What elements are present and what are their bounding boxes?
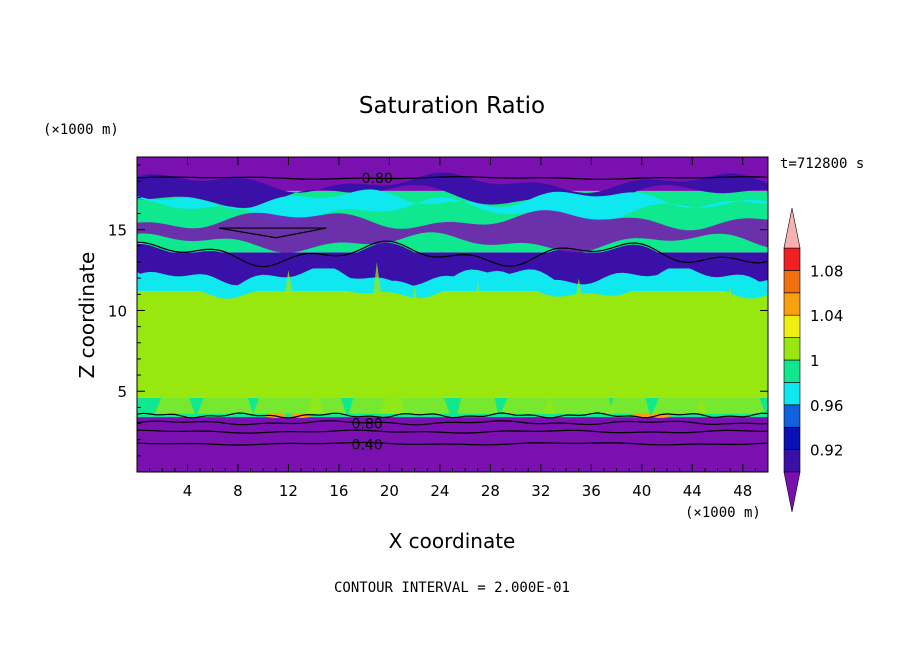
colorbar-label-1: 0.96 (810, 397, 843, 415)
chart-title: Saturation Ratio (359, 93, 545, 119)
contour-line-0.80-lower (137, 420, 768, 426)
colorbar-label-2: 1 (810, 352, 820, 370)
contour-line-base (137, 412, 768, 419)
convective-plume-9 (609, 294, 650, 414)
y-unit-label: (×1000 m) (43, 122, 119, 138)
colorbar-segment-3 (783, 382, 801, 406)
cyan-layer-upper (137, 189, 768, 224)
y-axis-label: Z coordinate (75, 252, 99, 379)
contour-line-mid-layer (137, 240, 768, 268)
x-tick-label-20: 20 (380, 482, 399, 500)
colorbar-over-triangle (783, 207, 801, 249)
colorbar-segment-9 (783, 247, 801, 271)
saturation-field (137, 157, 768, 472)
convective-plume-6 (457, 278, 498, 414)
colorbar-segment-6 (783, 314, 801, 338)
colorbar: 0.92 0.96 1 1.04 1.08 (783, 207, 843, 513)
colorbar-segment-1 (783, 426, 801, 450)
colorbar-under-triangle (783, 471, 801, 513)
convective-plume-3 (306, 326, 347, 414)
x-tick-label-8: 8 (233, 482, 243, 500)
convective-plume-5 (379, 286, 450, 414)
colorbar-segment-5 (783, 337, 801, 361)
colorbar-label-0: 0.92 (810, 442, 843, 460)
convective-plume-8 (543, 278, 614, 414)
colorbar-segment-0 (783, 449, 801, 473)
convective-plume-11 (694, 286, 766, 414)
dry-layer-15km (137, 210, 768, 253)
convective-plume-7 (500, 310, 556, 414)
y-tick-label-5: 5 (117, 383, 127, 401)
colorbar-segment-7 (783, 292, 801, 316)
x-axis: 4 8 12 16 20 24 28 32 36 40 44 48 (149, 157, 756, 500)
x-tick-label-36: 36 (582, 482, 601, 500)
x-unit-label: (×1000 m) (685, 505, 761, 521)
contour-labels: 0.80 0.80 0.40 (352, 171, 393, 454)
x-tick-label-4: 4 (183, 482, 193, 500)
x-tick-label-16: 16 (329, 482, 348, 500)
x-tick-label-44: 44 (683, 482, 702, 500)
x-tick-label-32: 32 (531, 482, 550, 500)
x-tick-label-12: 12 (279, 482, 298, 500)
contour-label-2: 0.40 (352, 438, 383, 454)
convective-plume-2 (253, 270, 324, 414)
y-axis: 5 10 15 (108, 164, 768, 457)
x-tick-label-28: 28 (481, 482, 500, 500)
time-label: t=712800 s (780, 156, 864, 172)
x-tick-label-40: 40 (632, 482, 651, 500)
x-tick-label-48: 48 (733, 482, 752, 500)
contour-line-0.80-upper (137, 176, 768, 180)
contour-label-1: 0.80 (352, 417, 383, 433)
colorbar-label-3: 1.04 (810, 307, 843, 325)
colorbar-segment-2 (783, 404, 801, 428)
contour-lines (137, 176, 768, 446)
contour-line-0.60 (137, 429, 768, 434)
x-axis-label: X coordinate (389, 529, 516, 553)
y-tick-label-15: 15 (108, 222, 127, 240)
x-tick-label-24: 24 (430, 482, 449, 500)
convective-plume-10 (651, 310, 708, 414)
y-tick-label-10: 10 (108, 302, 127, 320)
convective-plume-0 (154, 326, 196, 414)
contour-label-0: 0.80 (362, 171, 393, 187)
colorbar-label-4: 1.08 (810, 262, 843, 280)
contour-line-0.40 (137, 441, 768, 446)
contour-interval-note: CONTOUR INTERVAL = 2.000E-01 (334, 580, 570, 596)
convective-plume-1 (197, 294, 254, 414)
convective-plume-4 (349, 262, 405, 414)
contour-closed-15km (218, 227, 327, 239)
colorbar-segment-8 (783, 270, 801, 294)
colorbar-segment-4 (783, 359, 801, 383)
cyan-layer-mid (137, 270, 768, 299)
